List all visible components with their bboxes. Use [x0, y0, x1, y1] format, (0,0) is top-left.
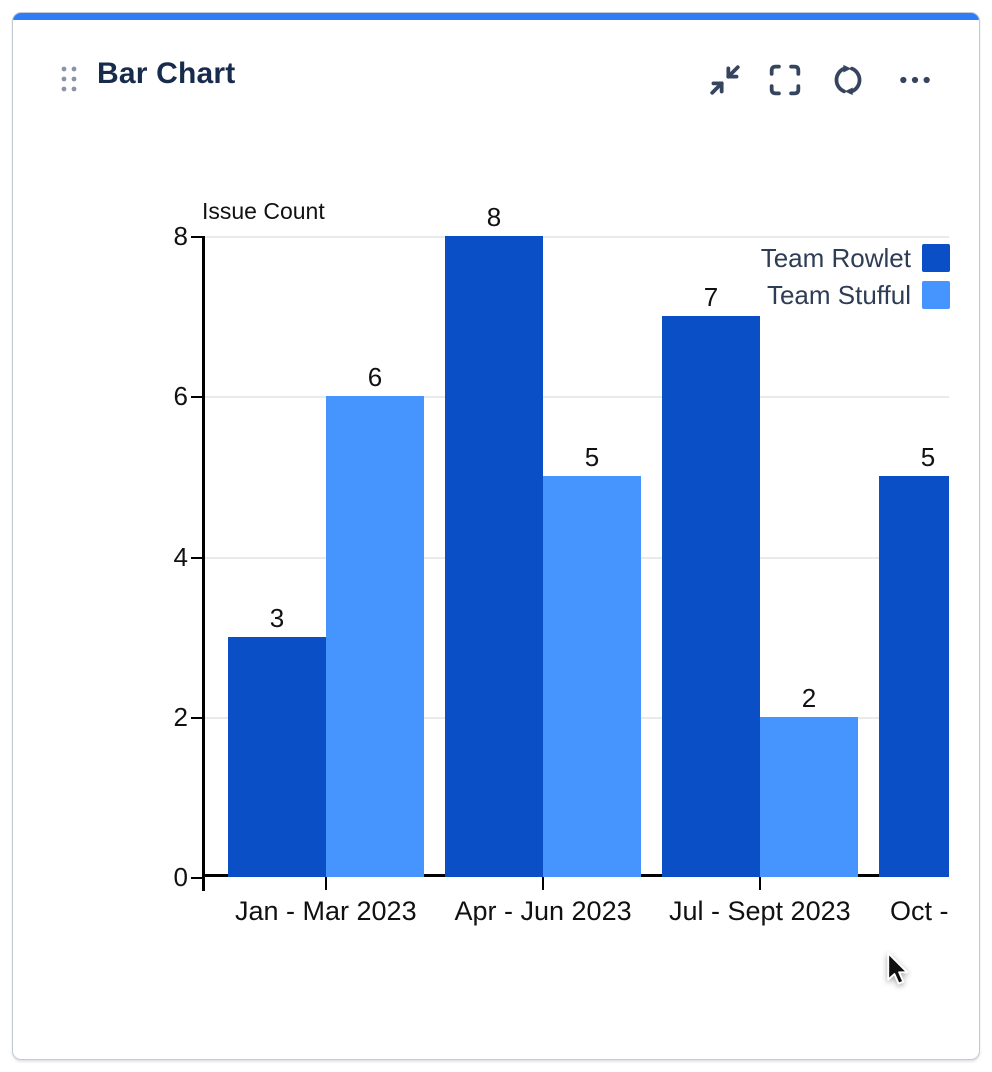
legend-label: Team Stufful: [766, 279, 911, 310]
bar[interactable]: [879, 476, 949, 877]
y-tick: [191, 396, 203, 399]
bar-value-label: 3: [269, 602, 285, 633]
bar-value-label: 5: [584, 442, 600, 473]
y-tick: [191, 877, 203, 879]
y-tick-label: 8: [173, 221, 188, 251]
more-options-button[interactable]: [895, 60, 935, 100]
category-label: Oct -: [890, 896, 949, 926]
collapse-icon: [710, 65, 740, 95]
bar-value-label: 7: [703, 282, 719, 313]
category-label: Jul - Sept 2023: [669, 896, 851, 926]
refresh-icon: [834, 64, 862, 96]
legend-row[interactable]: Team Stufful: [761, 280, 950, 310]
bar[interactable]: [543, 476, 641, 877]
legend-swatch: [922, 244, 950, 272]
y-tick-label: 2: [173, 701, 188, 732]
y-tick: [191, 716, 203, 719]
bar-chart-card: Bar Chart: [12, 12, 980, 1060]
y-tick: [191, 236, 203, 238]
fullscreen-button[interactable]: [765, 60, 805, 100]
y-axis-line: [202, 236, 205, 891]
bar-chart-plot: Issue Count 0 2 4 6 8 3 8 7 5 6 5 2 Jan - Mar 2023 Ap…: [160, 195, 949, 940]
bar[interactable]: [445, 236, 543, 877]
bar-value-label: 2: [801, 682, 817, 713]
gridline: [205, 396, 949, 399]
y-tick-label: 0: [173, 862, 188, 892]
drag-handle[interactable]: [59, 63, 79, 95]
bar[interactable]: [662, 316, 760, 877]
bar[interactable]: [326, 396, 424, 877]
category-label: Apr - Jun 2023: [454, 896, 632, 926]
bar-value-label: 6: [367, 362, 383, 393]
collapse-button[interactable]: [705, 60, 745, 100]
refresh-button[interactable]: [828, 60, 868, 100]
bar[interactable]: [228, 636, 326, 877]
x-tick: [325, 877, 327, 890]
drag-dots-icon: [61, 66, 77, 92]
x-tick: [542, 877, 544, 890]
bar-value-label: 5: [920, 442, 936, 473]
card-title: Bar Chart: [97, 57, 236, 90]
y-axis-title: Issue Count: [202, 198, 325, 224]
legend-swatch: [922, 281, 950, 309]
y-tick-label: 4: [173, 541, 188, 572]
category-label: Jan - Mar 2023: [235, 896, 417, 926]
ellipsis-icon: [900, 76, 930, 84]
y-tick-label: 6: [173, 381, 188, 412]
bar-value-label: 8: [486, 202, 502, 232]
y-tick: [191, 556, 203, 559]
legend-row[interactable]: Team Rowlet: [761, 243, 950, 273]
chart-legend: Team Rowlet Team Stufful: [761, 243, 950, 317]
fullscreen-icon: [769, 64, 801, 96]
card-accent-strip: [13, 13, 979, 20]
x-tick: [759, 877, 761, 890]
gridline: [205, 236, 949, 238]
legend-label: Team Rowlet: [760, 242, 911, 273]
bar[interactable]: [760, 716, 858, 877]
